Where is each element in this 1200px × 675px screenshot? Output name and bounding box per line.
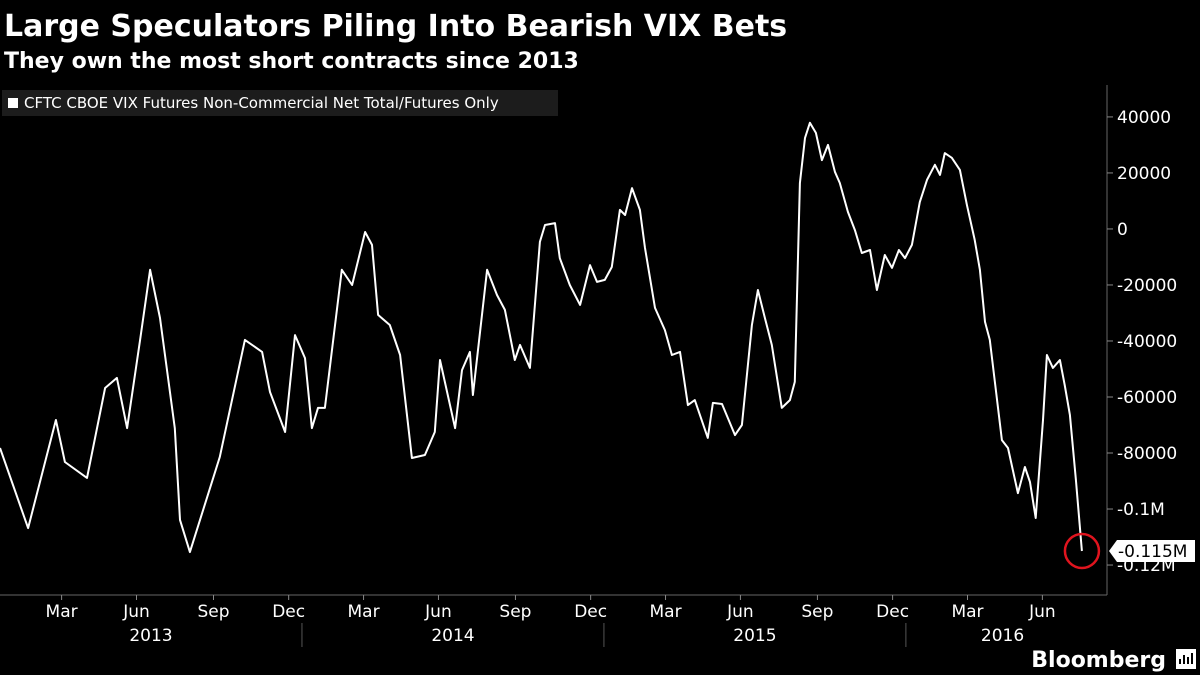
x-tick-label: Mar xyxy=(951,602,983,622)
x-tick-label: Jun xyxy=(122,602,150,622)
data-line xyxy=(0,121,1083,554)
value-label-box xyxy=(1109,540,1195,563)
year-label: 2013 xyxy=(129,626,172,646)
y-tick-label: 40000 xyxy=(1117,108,1171,128)
x-tick-label: Dec xyxy=(574,602,607,622)
legend-box xyxy=(2,90,558,116)
x-tick-label: Jun xyxy=(424,602,452,622)
logo-bars xyxy=(1179,653,1193,664)
x-tick-label: Dec xyxy=(272,602,305,622)
y-tick-label: -40000 xyxy=(1117,332,1177,352)
legend-label: CFTC CBOE VIX Futures Non-Commercial Net… xyxy=(24,94,499,112)
y-tick-label: -20000 xyxy=(1117,276,1177,296)
year-label: 2014 xyxy=(431,626,474,646)
year-label: 2015 xyxy=(733,626,776,646)
chart-subtitle: They own the most short contracts since … xyxy=(4,49,579,74)
y-tick-label: 0 xyxy=(1117,220,1128,240)
x-tick-label: Mar xyxy=(649,602,681,622)
y-tick-label: -60000 xyxy=(1117,388,1177,408)
highlight-circle xyxy=(1063,532,1101,570)
year-label: 2016 xyxy=(981,626,1024,646)
legend-swatch xyxy=(8,98,18,108)
x-tick-label: Jun xyxy=(1028,602,1056,622)
y-tick-label: 20000 xyxy=(1117,164,1171,184)
x-tick-label: Mar xyxy=(46,602,78,622)
x-tick-label: Sep xyxy=(197,602,229,622)
x-tick-label: Jun xyxy=(726,602,754,622)
value-label: -0.115M xyxy=(1118,542,1187,562)
x-tick-label: Dec xyxy=(876,602,909,622)
x-tick-label: Mar xyxy=(348,602,380,622)
x-tick-label: Sep xyxy=(499,602,531,622)
source: Bloomberg xyxy=(1031,648,1166,673)
y-tick-label: -0.1M xyxy=(1117,500,1165,520)
x-tick-label: Sep xyxy=(801,602,833,622)
chart-title: Large Speculators Piling Into Bearish VI… xyxy=(4,9,787,44)
y-tick-label: -80000 xyxy=(1117,444,1177,464)
